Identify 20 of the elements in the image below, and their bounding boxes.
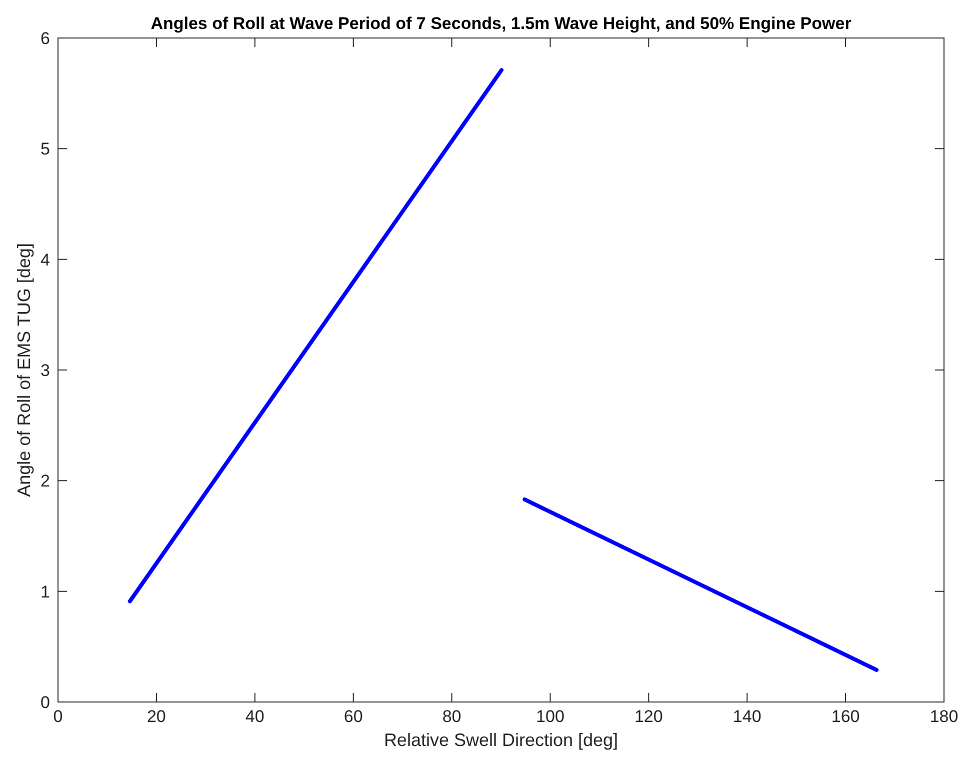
y-tick-label: 5 xyxy=(40,140,50,159)
x-tick-label: 60 xyxy=(344,707,363,726)
x-tick-label: 140 xyxy=(732,707,762,726)
x-tick-label: 180 xyxy=(930,707,958,726)
x-tick-label: 120 xyxy=(634,707,663,726)
y-tick-label: 4 xyxy=(40,250,50,270)
x-tick-label: 100 xyxy=(536,707,564,726)
y-tick-label: 2 xyxy=(40,472,50,491)
x-tick-label: 40 xyxy=(245,707,264,726)
y-axis-title: Angle of Roll of EMS TUG [deg] xyxy=(14,243,34,497)
x-axis-title: Relative Swell Direction [deg] xyxy=(384,730,618,750)
y-tick-label: 0 xyxy=(40,693,50,712)
chart-title: Angles of Roll at Wave Period of 7 Seconds, 1.5m Wave Height, and 50% Engine Power xyxy=(150,14,852,33)
y-tick-label: 1 xyxy=(40,582,50,602)
x-tick-label: 0 xyxy=(53,707,63,726)
x-tick-label: 20 xyxy=(146,707,166,726)
x-tick-label: 160 xyxy=(831,707,860,726)
y-tick-label: 3 xyxy=(40,361,50,380)
x-tick-label: 80 xyxy=(442,707,462,726)
y-tick-label: 6 xyxy=(40,29,50,48)
